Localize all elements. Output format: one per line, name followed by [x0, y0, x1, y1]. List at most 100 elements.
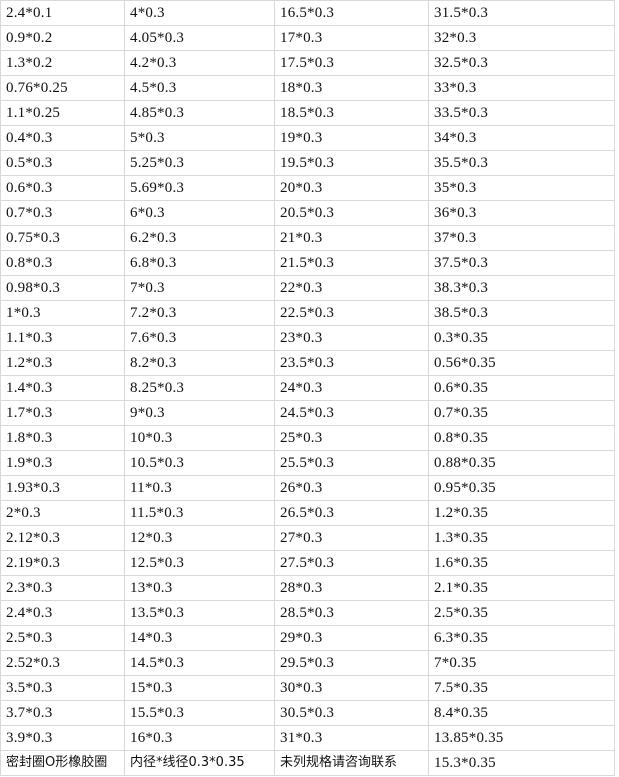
spec-cell: 0.98*0.3: [0, 275, 125, 301]
spec-cell: 2*0.3: [0, 500, 125, 526]
spec-cell: 11.5*0.3: [124, 500, 275, 526]
table-row: 3.9*0.3 16*0.3 31*0.3 13.85*0.35: [0, 725, 615, 751]
spec-cell: 36*0.3: [428, 200, 615, 226]
spec-cell: 1.1*0.3: [0, 325, 125, 351]
spec-cell: 1.2*0.35: [428, 500, 615, 526]
table-row: 2.5*0.3 14*0.3 29*0.3 6.3*0.35: [0, 625, 615, 651]
table-row: 1.93*0.3 11*0.3 26*0.3 0.95*0.35: [0, 475, 615, 501]
spec-cell: 7*0.35: [428, 650, 615, 676]
spec-cell: 31*0.3: [274, 725, 429, 751]
spec-cell: 3.9*0.3: [0, 725, 125, 751]
table-row: 2*0.3 11.5*0.3 26.5*0.3 1.2*0.35: [0, 500, 615, 526]
table-row: 2.52*0.3 14.5*0.3 29.5*0.3 7*0.35: [0, 650, 615, 676]
spec-cell: 19.5*0.3: [274, 150, 429, 176]
table-row: 1.9*0.3 10.5*0.3 25.5*0.3 0.88*0.35: [0, 450, 615, 476]
spec-cell: 16*0.3: [124, 725, 275, 751]
spec-cell: 2.4*0.3: [0, 600, 125, 626]
table-row: 1.1*0.3 7.6*0.3 23*0.3 0.3*0.35: [0, 325, 615, 351]
spec-cell: 20.5*0.3: [274, 200, 429, 226]
spec-cell: 13.5*0.3: [124, 600, 275, 626]
table-row: 1.4*0.3 8.25*0.3 24*0.3 0.6*0.35: [0, 375, 615, 401]
product-name-label: 密封圈O形橡胶圈: [0, 750, 125, 776]
spec-cell: 6*0.3: [124, 200, 275, 226]
spec-cell: 1.3*0.35: [428, 525, 615, 551]
spec-cell: 3.7*0.3: [0, 700, 125, 726]
spec-cell: 29.5*0.3: [274, 650, 429, 676]
spec-cell: 17.5*0.3: [274, 50, 429, 76]
spec-cell: 7*0.3: [124, 275, 275, 301]
spec-cell: 1.3*0.2: [0, 50, 125, 76]
spec-cell: 10*0.3: [124, 425, 275, 451]
spec-cell: 32.5*0.3: [428, 50, 615, 76]
spec-cell: 2.5*0.35: [428, 600, 615, 626]
table-row: 0.75*0.3 6.2*0.3 21*0.3 37*0.3: [0, 225, 615, 251]
table-row: 0.9*0.2 4.05*0.3 17*0.3 32*0.3: [0, 25, 615, 51]
spec-cell: 5*0.3: [124, 125, 275, 151]
table-row: 2.3*0.3 13*0.3 28*0.3 2.1*0.35: [0, 575, 615, 601]
spec-cell: 29*0.3: [274, 625, 429, 651]
spec-cell: 1.8*0.3: [0, 425, 125, 451]
spec-cell: 1.93*0.3: [0, 475, 125, 501]
spec-cell: 27.5*0.3: [274, 550, 429, 576]
spec-cell: 26*0.3: [274, 475, 429, 501]
spec-cell: 0.7*0.3: [0, 200, 125, 226]
spec-cell: 2.3*0.3: [0, 575, 125, 601]
spec-cell: 2.12*0.3: [0, 525, 125, 551]
spec-cell: 37*0.3: [428, 225, 615, 251]
spec-cell: 11*0.3: [124, 475, 275, 501]
spec-cell: 18*0.3: [274, 75, 429, 101]
table-row: 0.6*0.3 5.69*0.3 20*0.3 35*0.3: [0, 175, 615, 201]
spec-cell: 25.5*0.3: [274, 450, 429, 476]
spec-cell: 15.3*0.35: [428, 750, 615, 776]
spec-cell: 19*0.3: [274, 125, 429, 151]
spec-cell: 24.5*0.3: [274, 400, 429, 426]
table-row: 1.2*0.3 8.2*0.3 23.5*0.3 0.56*0.35: [0, 350, 615, 376]
spec-cell: 0.95*0.35: [428, 475, 615, 501]
spec-cell: 15*0.3: [124, 675, 275, 701]
table-row: 3.5*0.3 15*0.3 30*0.3 7.5*0.35: [0, 675, 615, 701]
spec-cell: 7.5*0.35: [428, 675, 615, 701]
spec-cell: 1.9*0.3: [0, 450, 125, 476]
spec-cell: 3.5*0.3: [0, 675, 125, 701]
spec-cell: 9*0.3: [124, 400, 275, 426]
spec-cell: 33.5*0.3: [428, 100, 615, 126]
table-row: 2.4*0.1 4*0.3 16.5*0.3 31.5*0.3: [0, 0, 615, 26]
spec-cell: 0.4*0.3: [0, 125, 125, 151]
spec-cell: 20*0.3: [274, 175, 429, 201]
spec-cell: 0.75*0.3: [0, 225, 125, 251]
spec-cell: 34*0.3: [428, 125, 615, 151]
spec-cell: 18.5*0.3: [274, 100, 429, 126]
spec-cell: 16.5*0.3: [274, 0, 429, 26]
spec-cell: 37.5*0.3: [428, 250, 615, 276]
table-row: 1*0.3 7.2*0.3 22.5*0.3 38.5*0.3: [0, 300, 615, 326]
spec-cell: 27*0.3: [274, 525, 429, 551]
spec-cell: 0.8*0.3: [0, 250, 125, 276]
spec-cell: 21.5*0.3: [274, 250, 429, 276]
table-row: 3.7*0.3 15.5*0.3 30.5*0.3 8.4*0.35: [0, 700, 615, 726]
table-row: 2.4*0.3 13.5*0.3 28.5*0.3 2.5*0.35: [0, 600, 615, 626]
table-row: 0.4*0.3 5*0.3 19*0.3 34*0.3: [0, 125, 615, 151]
spec-cell: 4*0.3: [124, 0, 275, 26]
spec-cell: 13.85*0.35: [428, 725, 615, 751]
spec-cell: 28*0.3: [274, 575, 429, 601]
spec-cell: 0.88*0.35: [428, 450, 615, 476]
spec-cell: 28.5*0.3: [274, 600, 429, 626]
spec-cell: 4.05*0.3: [124, 25, 275, 51]
spec-cell: 10.5*0.3: [124, 450, 275, 476]
table-row: 1.8*0.3 10*0.3 25*0.3 0.8*0.35: [0, 425, 615, 451]
spec-cell: 14*0.3: [124, 625, 275, 651]
spec-cell: 2.4*0.1: [0, 0, 125, 26]
spec-cell: 0.7*0.35: [428, 400, 615, 426]
spec-cell: 25*0.3: [274, 425, 429, 451]
table-row: 0.8*0.3 6.8*0.3 21.5*0.3 37.5*0.3: [0, 250, 615, 276]
spec-cell: 26.5*0.3: [274, 500, 429, 526]
spec-cell: 1.7*0.3: [0, 400, 125, 426]
spec-cell: 22.5*0.3: [274, 300, 429, 326]
table-row: 1.7*0.3 9*0.3 24.5*0.3 0.7*0.35: [0, 400, 615, 426]
spec-cell: 0.9*0.2: [0, 25, 125, 51]
spec-cell: 14.5*0.3: [124, 650, 275, 676]
spec-cell: 0.6*0.35: [428, 375, 615, 401]
spec-cell: 21*0.3: [274, 225, 429, 251]
spec-cell: 8.25*0.3: [124, 375, 275, 401]
spec-cell: 0.5*0.3: [0, 150, 125, 176]
